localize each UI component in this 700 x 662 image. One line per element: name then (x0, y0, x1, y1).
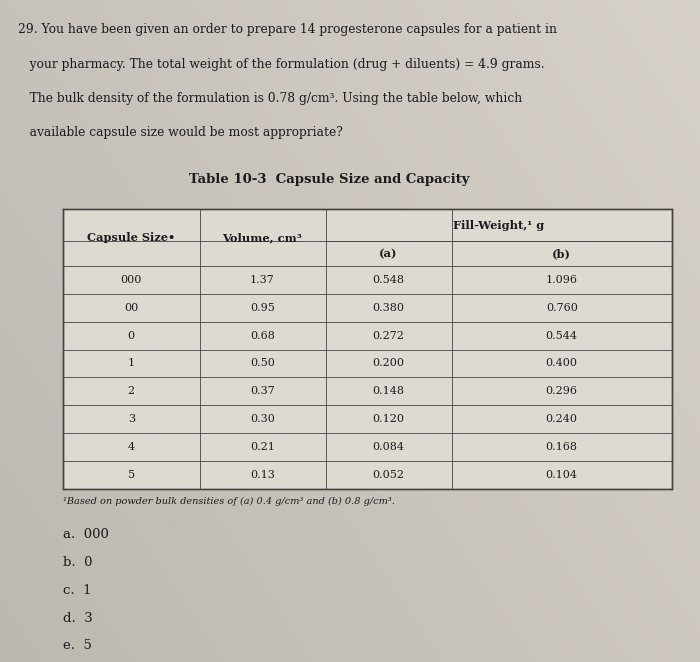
Text: 0.084: 0.084 (372, 442, 405, 452)
Text: d.  3: d. 3 (63, 612, 92, 625)
Text: c.  1: c. 1 (63, 584, 92, 597)
Text: 0.760: 0.760 (546, 303, 578, 313)
Text: 0.296: 0.296 (546, 386, 578, 397)
Text: Capsule Size•: Capsule Size• (87, 232, 176, 243)
Text: 0.30: 0.30 (250, 414, 275, 424)
Text: 0.21: 0.21 (250, 442, 275, 452)
Text: Volume, cm³: Volume, cm³ (223, 232, 302, 243)
Text: 4: 4 (127, 442, 135, 452)
Text: 0.052: 0.052 (372, 469, 405, 480)
Text: 1.096: 1.096 (546, 275, 578, 285)
Text: 0.148: 0.148 (372, 386, 405, 397)
Text: 29. You have been given an order to prepare 14 progesterone capsules for a patie: 29. You have been given an order to prep… (18, 23, 556, 36)
Text: 0.400: 0.400 (546, 358, 578, 369)
Text: 0.104: 0.104 (546, 469, 578, 480)
Text: 0.13: 0.13 (250, 469, 275, 480)
Text: 0.168: 0.168 (546, 442, 578, 452)
Text: e.  5: e. 5 (63, 639, 92, 653)
Text: 0.548: 0.548 (372, 275, 405, 285)
Text: 0.200: 0.200 (372, 358, 405, 369)
Text: 0.68: 0.68 (250, 330, 275, 341)
Text: 0.120: 0.120 (372, 414, 405, 424)
Text: ¹Based on powder bulk densities of (a) 0.4 g/cm³ and (b) 0.8 g/cm³.: ¹Based on powder bulk densities of (a) 0… (63, 496, 395, 506)
Text: 2: 2 (127, 386, 135, 397)
Text: b.  0: b. 0 (63, 556, 92, 569)
Text: Table 10-3  Capsule Size and Capacity: Table 10-3 Capsule Size and Capacity (189, 173, 469, 186)
Text: 5: 5 (127, 469, 135, 480)
Text: (a): (a) (379, 248, 398, 259)
Text: 0.380: 0.380 (372, 303, 405, 313)
Text: 3: 3 (127, 414, 135, 424)
Text: 000: 000 (120, 275, 142, 285)
Text: 0.272: 0.272 (372, 330, 405, 341)
Text: a.  000: a. 000 (63, 528, 109, 542)
Text: The bulk density of the formulation is 0.78 g/cm³. Using the table below, which: The bulk density of the formulation is 0… (18, 92, 522, 105)
Text: 00: 00 (124, 303, 139, 313)
Text: 0: 0 (127, 330, 135, 341)
Text: 0.50: 0.50 (250, 358, 275, 369)
Text: 0.95: 0.95 (250, 303, 275, 313)
Text: your pharmacy. The total weight of the formulation (drug + diluents) = 4.9 grams: your pharmacy. The total weight of the f… (18, 58, 544, 71)
Text: (b): (b) (552, 248, 571, 259)
Text: 1.37: 1.37 (250, 275, 275, 285)
Text: 1: 1 (127, 358, 135, 369)
Text: available capsule size would be most appropriate?: available capsule size would be most app… (18, 126, 342, 140)
Bar (63, 209, 672, 489)
Text: 0.37: 0.37 (250, 386, 275, 397)
Text: Fill-Weight,¹ g: Fill-Weight,¹ g (453, 220, 545, 230)
Text: 0.240: 0.240 (546, 414, 578, 424)
Text: 0.544: 0.544 (546, 330, 578, 341)
